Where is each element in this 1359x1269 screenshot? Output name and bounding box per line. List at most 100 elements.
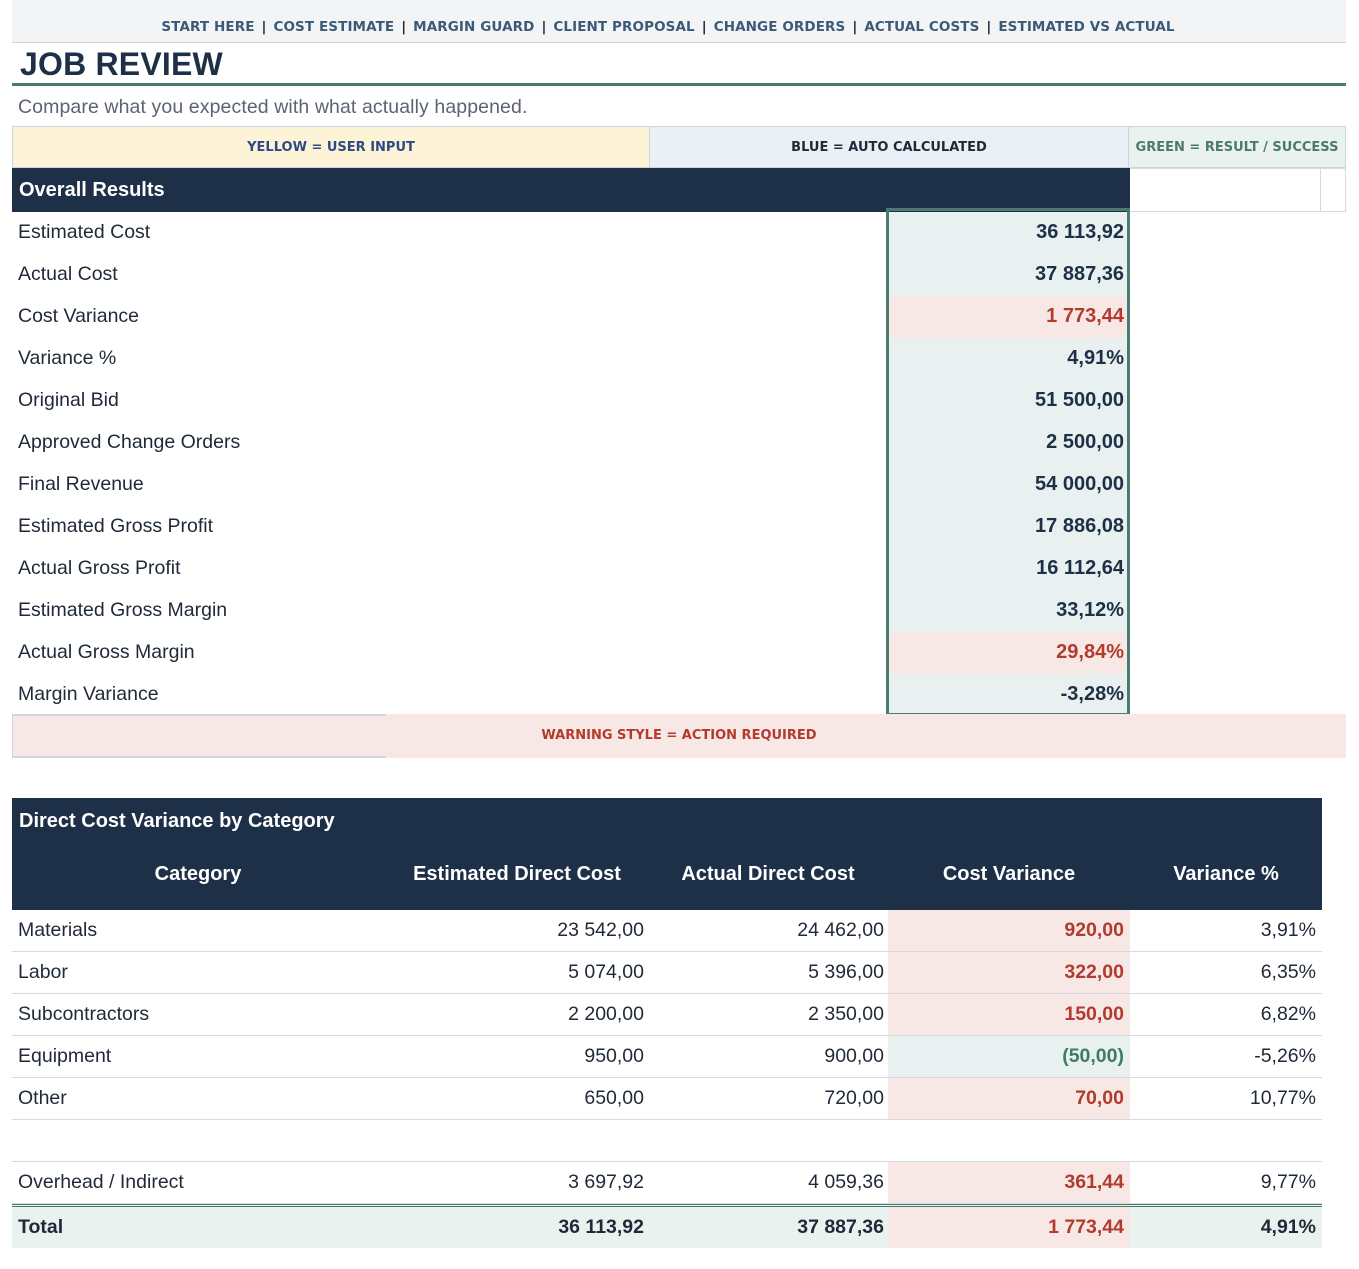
- nav-link-start-here[interactable]: START HERE: [161, 18, 255, 35]
- result-value[interactable]: 4,91%: [888, 338, 1130, 380]
- category-cell[interactable]: Equipment: [18, 1045, 112, 1067]
- estimated-cell[interactable]: 950,00: [584, 1045, 644, 1067]
- variance-pct-cell[interactable]: 6,82%: [1260, 1003, 1316, 1025]
- result-row: Approved Change Orders 2 500,00: [12, 422, 1130, 464]
- nav-separator: |: [986, 18, 992, 35]
- variance-pct-cell[interactable]: 4,91%: [1260, 1216, 1316, 1238]
- variance-cell[interactable]: 150,00: [888, 994, 1130, 1035]
- blank-row: [12, 1120, 1322, 1162]
- result-value[interactable]: -3,28%: [888, 674, 1130, 716]
- nav-separator: |: [261, 18, 267, 35]
- category-cell[interactable]: Labor: [18, 961, 68, 983]
- result-label: Approved Change Orders: [18, 431, 241, 453]
- page-subtitle: Compare what you expected with what actu…: [18, 96, 528, 118]
- result-label: Actual Gross Profit: [18, 557, 181, 579]
- variance-cell[interactable]: 920,00: [888, 910, 1130, 951]
- nav-links: START HERE | COST ESTIMATE | MARGIN GUARD | CL…: [161, 11, 1174, 42]
- variance-cell[interactable]: 322,00: [888, 952, 1130, 993]
- variance-pct-cell[interactable]: 9,77%: [1260, 1171, 1316, 1193]
- legend-warning-label: WARNING STYLE = ACTION REQUIRED: [541, 728, 817, 743]
- category-cell[interactable]: Overhead / Indirect: [18, 1171, 184, 1193]
- legend-result-success: GREEN = RESULT / SUCCESS: [1129, 126, 1346, 168]
- table-row: Overhead / Indirect 3 697,92 4 059,36 361,4…: [12, 1162, 1322, 1204]
- column-header-category: Category: [154, 863, 242, 885]
- nav-link-actual-costs[interactable]: ACTUAL COSTS: [864, 18, 980, 35]
- result-label: Margin Variance: [18, 683, 159, 705]
- nav-link-change-orders[interactable]: CHANGE ORDERS: [713, 18, 846, 35]
- result-value[interactable]: 36 113,92: [888, 212, 1130, 254]
- result-value[interactable]: 37 887,36: [888, 254, 1130, 296]
- result-row: Original Bid 51 500,00: [12, 380, 1130, 422]
- result-value[interactable]: 33,12%: [888, 590, 1130, 632]
- result-value[interactable]: 54 000,00: [888, 464, 1130, 506]
- result-row: Estimated Gross Margin 33,12%: [12, 590, 1130, 632]
- result-value[interactable]: 2 500,00: [888, 422, 1130, 464]
- result-label: Original Bid: [18, 389, 119, 411]
- page-title: JOB REVIEW: [20, 46, 223, 82]
- nav-link-client-proposal[interactable]: CLIENT PROPOSAL: [553, 18, 695, 35]
- table-row: Materials 23 542,00 24 462,00 920,00 3,91%: [12, 910, 1322, 952]
- estimated-cell[interactable]: 650,00: [584, 1087, 644, 1109]
- variance-pct-cell[interactable]: 6,35%: [1260, 961, 1316, 983]
- nav-separator: |: [541, 18, 547, 35]
- sheet-navigation-bar: START HERE | COST ESTIMATE | MARGIN GUARD | CL…: [12, 0, 1346, 43]
- direct-cost-table: Materials 23 542,00 24 462,00 920,00 3,91% La…: [12, 910, 1322, 1248]
- estimated-cell[interactable]: 23 542,00: [557, 919, 644, 941]
- result-row: Estimated Cost 36 113,92: [12, 212, 1130, 254]
- nav-separator: |: [701, 18, 707, 35]
- estimated-cell[interactable]: 36 113,92: [558, 1216, 644, 1238]
- estimated-cell[interactable]: 2 200,00: [568, 1003, 644, 1025]
- result-row: Margin Variance -3,28%: [12, 674, 1130, 716]
- variance-pct-cell[interactable]: 3,91%: [1260, 919, 1316, 941]
- actual-cell[interactable]: 2 350,00: [808, 1003, 884, 1025]
- result-label: Actual Gross Margin: [18, 641, 195, 663]
- column-header-estimated: Estimated Direct Cost: [413, 863, 621, 885]
- category-cell[interactable]: Materials: [18, 919, 98, 941]
- nav-link-cost-estimate[interactable]: COST ESTIMATE: [273, 18, 395, 35]
- nav-separator: |: [852, 18, 858, 35]
- legend-auto-calculated: BLUE = AUTO CALCULATED: [649, 126, 1129, 168]
- variance-cell[interactable]: 70,00: [888, 1078, 1130, 1119]
- direct-cost-header: Direct Cost Variance by Category Categor…: [12, 798, 1322, 910]
- actual-cell[interactable]: 5 396,00: [808, 961, 884, 983]
- result-label: Cost Variance: [18, 305, 140, 327]
- result-row: Actual Gross Profit 16 112,64: [12, 548, 1130, 590]
- nav-link-margin-guard[interactable]: MARGIN GUARD: [413, 18, 535, 35]
- variance-cell[interactable]: 361,44: [888, 1162, 1130, 1203]
- table-row: Labor 5 074,00 5 396,00 322,00 6,35%: [12, 952, 1322, 994]
- result-value[interactable]: 1 773,44: [888, 296, 1130, 338]
- table-row: Other 650,00 720,00 70,00 10,77%: [12, 1078, 1322, 1120]
- category-cell[interactable]: Subcontractors: [18, 1003, 150, 1025]
- actual-cell[interactable]: 900,00: [824, 1045, 884, 1067]
- actual-cell[interactable]: 4 059,36: [808, 1171, 884, 1193]
- nav-link-estimated-vs-actual[interactable]: ESTIMATED VS ACTUAL: [998, 18, 1175, 35]
- title-divider: [12, 83, 1346, 86]
- estimated-cell[interactable]: 5 074,00: [568, 961, 644, 983]
- result-label: Estimated Gross Margin: [18, 599, 228, 621]
- result-value[interactable]: 17 886,08: [888, 506, 1130, 548]
- result-row: Actual Cost 37 887,36: [12, 254, 1130, 296]
- legend-user-input: YELLOW = USER INPUT: [12, 126, 649, 168]
- result-value[interactable]: 16 112,64: [888, 548, 1130, 590]
- column-header-variance-pct: Variance %: [1173, 863, 1279, 885]
- result-value[interactable]: 29,84%: [888, 632, 1130, 674]
- overall-results-header: Overall Results: [12, 168, 1130, 212]
- variance-pct-cell[interactable]: -5,26%: [1254, 1045, 1316, 1067]
- result-row: Cost Variance 1 773,44: [12, 296, 1130, 338]
- nav-separator: |: [401, 18, 407, 35]
- result-value[interactable]: 51 500,00: [888, 380, 1130, 422]
- result-label: Final Revenue: [18, 473, 144, 495]
- category-cell[interactable]: Total: [18, 1216, 64, 1238]
- actual-cell[interactable]: 720,00: [824, 1087, 884, 1109]
- variance-pct-cell[interactable]: 10,77%: [1249, 1087, 1316, 1109]
- table-row: Equipment 950,00 900,00 (50,00) -5,26%: [12, 1036, 1322, 1078]
- variance-cell[interactable]: 1 773,44: [888, 1207, 1130, 1248]
- result-row: Estimated Gross Profit 17 886,08: [12, 506, 1130, 548]
- estimated-cell[interactable]: 3 697,92: [568, 1171, 644, 1193]
- result-row: Variance % 4,91%: [12, 338, 1130, 380]
- direct-cost-title: Direct Cost Variance by Category: [19, 810, 335, 832]
- actual-cell[interactable]: 37 887,36: [797, 1216, 884, 1238]
- variance-cell[interactable]: (50,00): [888, 1036, 1130, 1077]
- actual-cell[interactable]: 24 462,00: [797, 919, 884, 941]
- category-cell[interactable]: Other: [18, 1087, 67, 1109]
